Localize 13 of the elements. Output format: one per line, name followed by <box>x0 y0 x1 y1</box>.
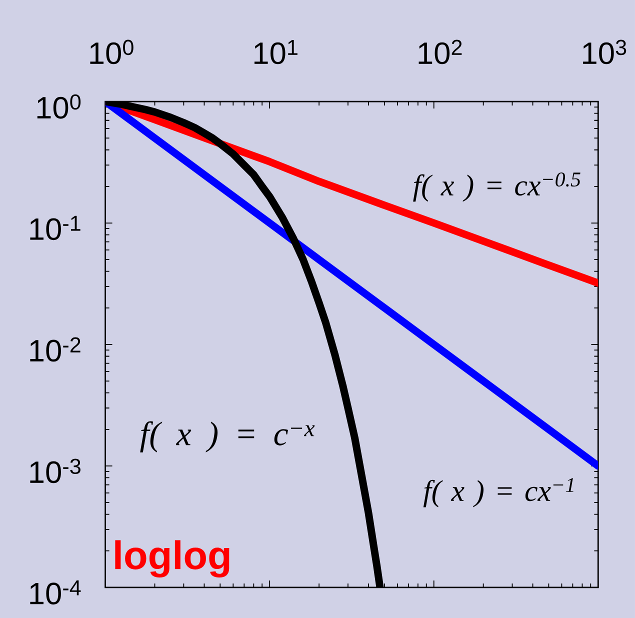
y-tick-label: 10$^{-1}$ <box>30 216 80 240</box>
text: loglog <box>115 540 230 578</box>
y-tick-label: 10$^{0}$ <box>37 94 81 119</box>
y-tick-label: 10$^{-2}$ <box>30 337 80 362</box>
y-tick-label: 10$^{-3}$ <box>30 458 80 483</box>
x-tick-label: 10$^{0}$ <box>90 40 134 64</box>
annotation: f( x ) = c$^{−x}$ <box>140 421 315 452</box>
x-tick-label: 10$^{2}$ <box>418 40 462 64</box>
annotation: f( x ) = cx$^{−1}$ <box>423 478 574 508</box>
y-tick-label: 10$^{-4}$ <box>30 580 81 604</box>
x-tick-label: 10$^{1}$ <box>254 40 298 64</box>
x-tick-label: 10$^{3}$ <box>583 40 626 64</box>
annotation: f( x ) = cx$^{−0.5}$ <box>413 172 580 202</box>
